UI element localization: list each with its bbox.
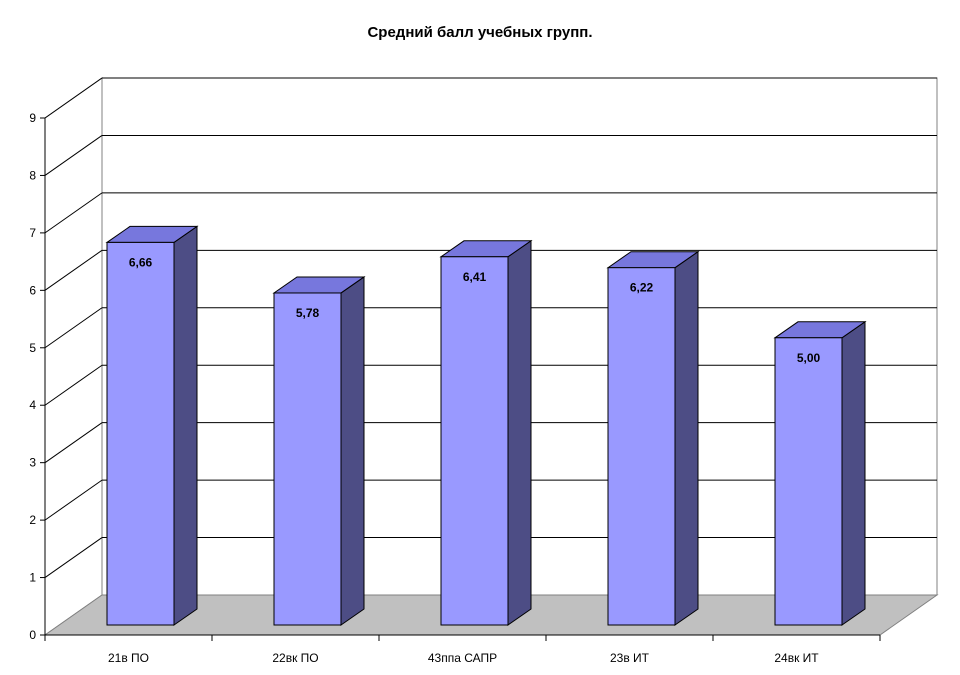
gridline-side xyxy=(44,479,103,521)
data-label: 6,66 xyxy=(129,255,153,269)
x-tick-label: 24вк ИТ xyxy=(774,651,819,665)
bar-side xyxy=(507,239,532,626)
y-tick-label: 5 xyxy=(29,341,36,355)
y-tick-label: 7 xyxy=(29,226,36,240)
chart-axes xyxy=(44,118,881,641)
x-tick-label: 23в ИТ xyxy=(610,651,650,665)
side-wall xyxy=(44,77,103,636)
y-tick-label: 2 xyxy=(29,513,36,527)
bar: 6,22 xyxy=(606,250,700,626)
x-axis-labels: 21в ПО 22вк ПО 43ппа САПР 23в ИТ 24вк ИТ xyxy=(108,651,819,665)
y-tick-label: 9 xyxy=(29,111,36,125)
bar-side xyxy=(674,250,699,626)
y-tick-label: 0 xyxy=(29,628,36,642)
bar-front xyxy=(106,241,175,626)
y-tick-label: 3 xyxy=(29,456,36,470)
chart-title: Средний балл учебных групп. xyxy=(367,24,593,41)
data-label: 6,41 xyxy=(463,270,487,284)
y-tick-label: 8 xyxy=(29,168,36,182)
bar-front xyxy=(774,337,843,626)
data-label: 5,00 xyxy=(797,351,821,365)
data-label: 6,22 xyxy=(630,281,654,295)
y-tick-label: 4 xyxy=(29,398,36,412)
bar-front xyxy=(440,256,509,626)
y-tick-label: 1 xyxy=(29,571,36,585)
gridline-side xyxy=(44,249,103,291)
y-tick-label: 6 xyxy=(29,283,36,297)
bar-side xyxy=(340,276,365,626)
bar: 5,00 xyxy=(773,320,867,626)
bar-side xyxy=(173,225,198,626)
bar-side xyxy=(841,320,866,626)
chart-bars: 6,66 5,78 6,41 6,22 5,00 xyxy=(105,225,867,626)
x-tick-label: 21в ПО xyxy=(108,651,149,665)
x-tick-label: 22вк ПО xyxy=(272,651,318,665)
bar-front xyxy=(273,292,342,626)
gridline-side xyxy=(44,307,103,349)
gridline-side xyxy=(44,77,103,119)
gridline-side xyxy=(44,135,103,176)
gridline-side xyxy=(44,537,103,578)
bar: 6,41 xyxy=(439,239,533,626)
bar: 6,66 xyxy=(105,225,199,626)
x-tick-label: 43ппа САПР xyxy=(428,651,497,665)
gridline-side xyxy=(44,364,103,406)
data-label: 5,78 xyxy=(296,306,320,320)
gridline-side xyxy=(44,422,103,464)
y-axis-ticks: 0 1 2 3 4 5 6 7 8 9 xyxy=(29,111,45,642)
bar-front xyxy=(607,267,676,626)
bar: 5,78 xyxy=(272,276,366,626)
gridline-side xyxy=(44,192,103,234)
